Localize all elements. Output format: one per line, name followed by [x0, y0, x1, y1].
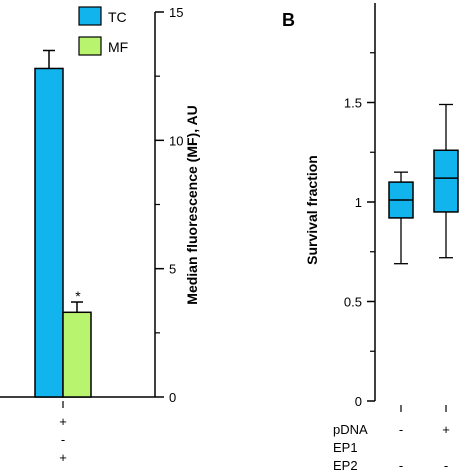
a-condition-1: +: [59, 414, 67, 429]
b-y-axis-label: Survival fraction: [304, 155, 320, 265]
significance-star: *: [75, 288, 81, 304]
legend-swatch-mf: [78, 36, 102, 56]
b-cond-pdna-2: +: [442, 422, 450, 437]
legend-label-tc: TC: [108, 9, 127, 25]
bar-mf: [62, 311, 92, 398]
a-bars: [34, 49, 92, 398]
a-condition-2: -: [61, 432, 65, 447]
b-cond-ep2-1: -: [399, 458, 403, 473]
b-tick-label: 1: [355, 195, 362, 210]
panel-b: B 0 0.5 1 1.5 Survival fraction pDNA EP1 EP…: [282, 3, 459, 473]
legend: TC MF: [78, 6, 128, 56]
a-y-ticks: 0 5 10 15: [155, 5, 183, 405]
a-tick-label: 5: [169, 262, 176, 277]
b-row-label-ep1: EP1: [333, 440, 358, 455]
b-row-label-pdna: pDNA: [333, 422, 368, 437]
a-tick-label: 0: [169, 390, 176, 405]
panel-a: 0 5 10 15 * Median fluorescence (MF), AU TC…: [0, 5, 200, 465]
a-y-axis-label: Median fluorescence (MF), AU: [184, 105, 200, 304]
b-tick-label: 0.5: [344, 295, 362, 310]
b-boxes: [388, 103, 459, 412]
panel-b-letter: B: [282, 10, 295, 30]
a-tick-label: 15: [169, 5, 183, 20]
b-tick-label: 1.5: [344, 96, 362, 111]
legend-label-mf: MF: [108, 39, 128, 55]
bar-tc: [34, 67, 64, 398]
a-tick-label: 10: [169, 133, 183, 148]
a-condition-3: +: [59, 450, 67, 465]
b-row-label-ep2: EP2: [333, 458, 358, 473]
b-y-ticks: 0 0.5 1 1.5: [344, 52, 375, 409]
box-iqr: [433, 149, 459, 213]
b-cond-pdna-1: -: [399, 422, 403, 437]
legend-swatch-tc: [78, 6, 102, 26]
box-1: [388, 171, 414, 412]
b-cond-ep2-2: -: [444, 458, 448, 473]
box-2: [433, 103, 459, 412]
b-tick-label: 0: [355, 394, 362, 409]
